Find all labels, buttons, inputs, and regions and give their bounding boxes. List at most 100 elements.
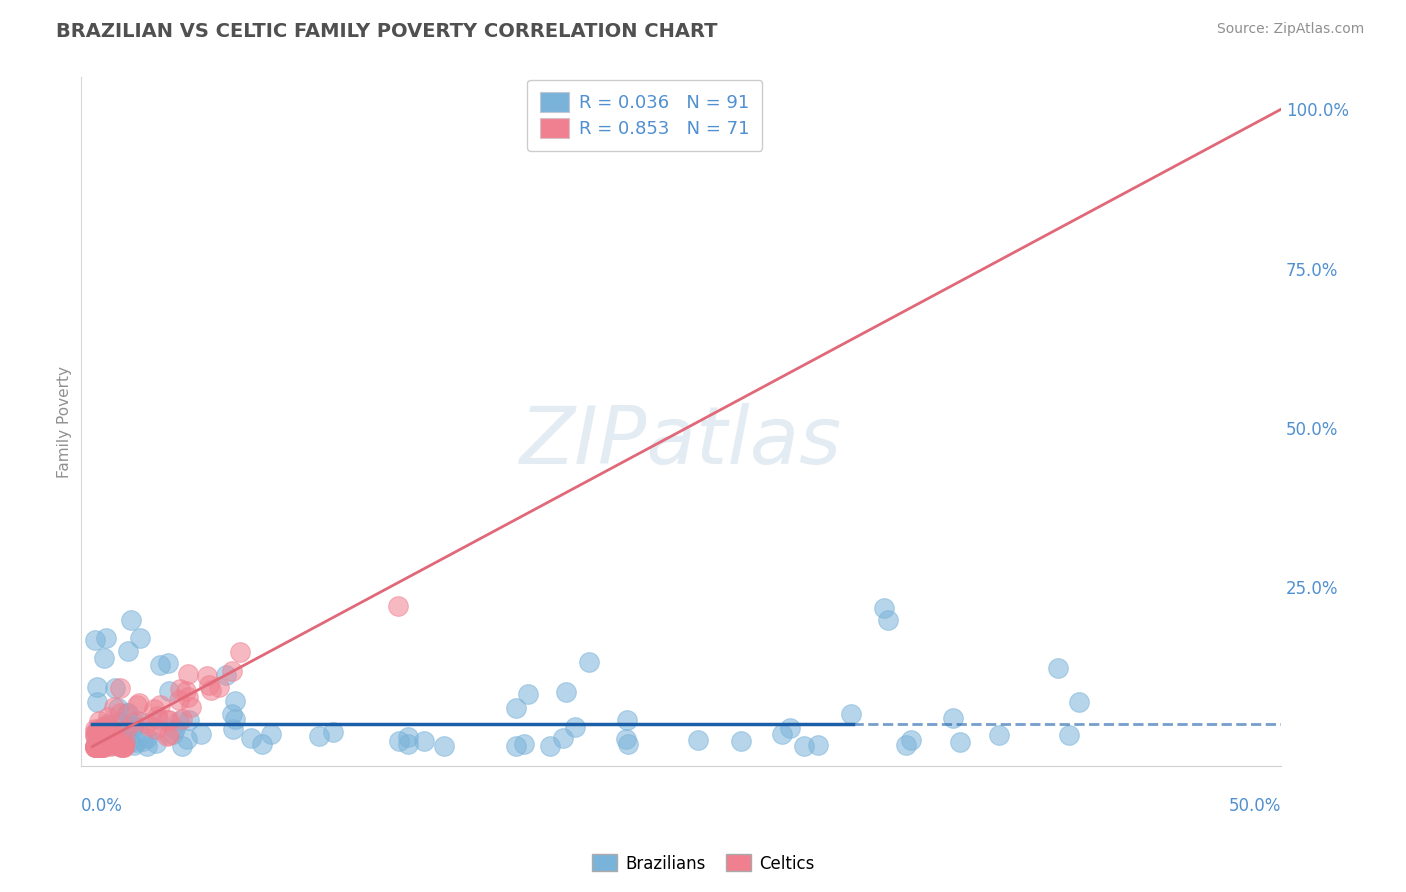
Point — [146, 708, 169, 723]
Point — [108, 739, 131, 753]
Point — [83, 739, 105, 754]
Point — [100, 723, 122, 737]
Point — [121, 719, 143, 733]
Point — [86, 739, 108, 754]
Point — [120, 613, 142, 627]
Text: Source: ZipAtlas.com: Source: ZipAtlas.com — [1216, 22, 1364, 37]
Point — [770, 727, 793, 741]
Point — [93, 739, 115, 754]
Point — [86, 739, 108, 754]
Point — [114, 723, 136, 738]
Point — [112, 739, 135, 754]
Point — [93, 728, 115, 742]
Point — [156, 730, 179, 744]
Point — [505, 701, 527, 715]
Point — [94, 631, 117, 645]
Point — [122, 739, 145, 753]
Point — [730, 734, 752, 748]
Legend: R = 0.036   N = 91, R = 0.853   N = 71: R = 0.036 N = 91, R = 0.853 N = 71 — [527, 79, 762, 151]
Point — [1067, 694, 1090, 708]
Point — [96, 716, 118, 731]
Point — [432, 739, 454, 753]
Point — [195, 669, 218, 683]
Point — [554, 685, 576, 699]
Point — [86, 730, 108, 744]
Point — [83, 739, 105, 754]
Point — [208, 680, 231, 694]
Point — [157, 713, 180, 727]
Point — [91, 739, 114, 754]
Point — [83, 633, 105, 648]
Point — [941, 711, 963, 725]
Point — [513, 737, 536, 751]
Point — [108, 731, 131, 745]
Point — [177, 690, 200, 704]
Point — [117, 644, 139, 658]
Point — [387, 599, 409, 613]
Point — [1047, 661, 1070, 675]
Point — [308, 729, 330, 743]
Point — [145, 723, 167, 737]
Point — [117, 706, 139, 721]
Point — [200, 682, 222, 697]
Point — [127, 714, 149, 728]
Point — [83, 739, 105, 754]
Text: BRAZILIAN VS CELTIC FAMILY POVERTY CORRELATION CHART: BRAZILIAN VS CELTIC FAMILY POVERTY CORRE… — [56, 22, 717, 41]
Point — [229, 645, 252, 659]
Point — [949, 735, 972, 749]
Point — [146, 712, 169, 726]
Point — [145, 736, 167, 750]
Point — [900, 733, 922, 747]
Point — [122, 719, 145, 733]
Point — [100, 739, 122, 754]
Point — [86, 739, 108, 753]
Point — [169, 714, 191, 728]
Point — [156, 656, 179, 670]
Point — [163, 723, 186, 737]
Point — [101, 725, 124, 739]
Point — [190, 727, 212, 741]
Point — [215, 668, 238, 682]
Point — [172, 739, 194, 753]
Point — [157, 683, 180, 698]
Point — [118, 719, 141, 733]
Point — [988, 728, 1011, 742]
Point — [83, 729, 105, 743]
Point — [617, 737, 640, 751]
Point — [176, 684, 198, 698]
Point — [115, 706, 138, 721]
Point — [110, 739, 132, 754]
Point — [779, 721, 801, 735]
Point — [806, 739, 828, 753]
Point — [98, 731, 121, 746]
Point — [86, 723, 108, 738]
Point — [111, 739, 134, 754]
Point — [86, 680, 108, 694]
Point — [149, 698, 172, 712]
Point — [138, 719, 160, 733]
Point — [793, 739, 815, 754]
Point — [125, 698, 148, 713]
Point — [221, 665, 243, 679]
Point — [553, 731, 575, 745]
Legend: Brazilians, Celtics: Brazilians, Celtics — [585, 847, 821, 880]
Point — [125, 735, 148, 749]
Point — [396, 737, 419, 751]
Point — [98, 718, 121, 732]
Text: 0.0%: 0.0% — [80, 797, 122, 814]
Point — [221, 706, 243, 721]
Point — [100, 737, 122, 751]
Point — [616, 713, 638, 727]
Point — [89, 739, 111, 754]
Point — [413, 734, 436, 748]
Point — [103, 700, 125, 714]
Point — [1057, 728, 1080, 742]
Point — [396, 730, 419, 744]
Point — [222, 722, 245, 736]
Point — [688, 733, 710, 747]
Point — [162, 727, 184, 741]
Point — [84, 739, 107, 754]
Point — [198, 678, 221, 692]
Point — [136, 739, 159, 753]
Point — [873, 601, 896, 615]
